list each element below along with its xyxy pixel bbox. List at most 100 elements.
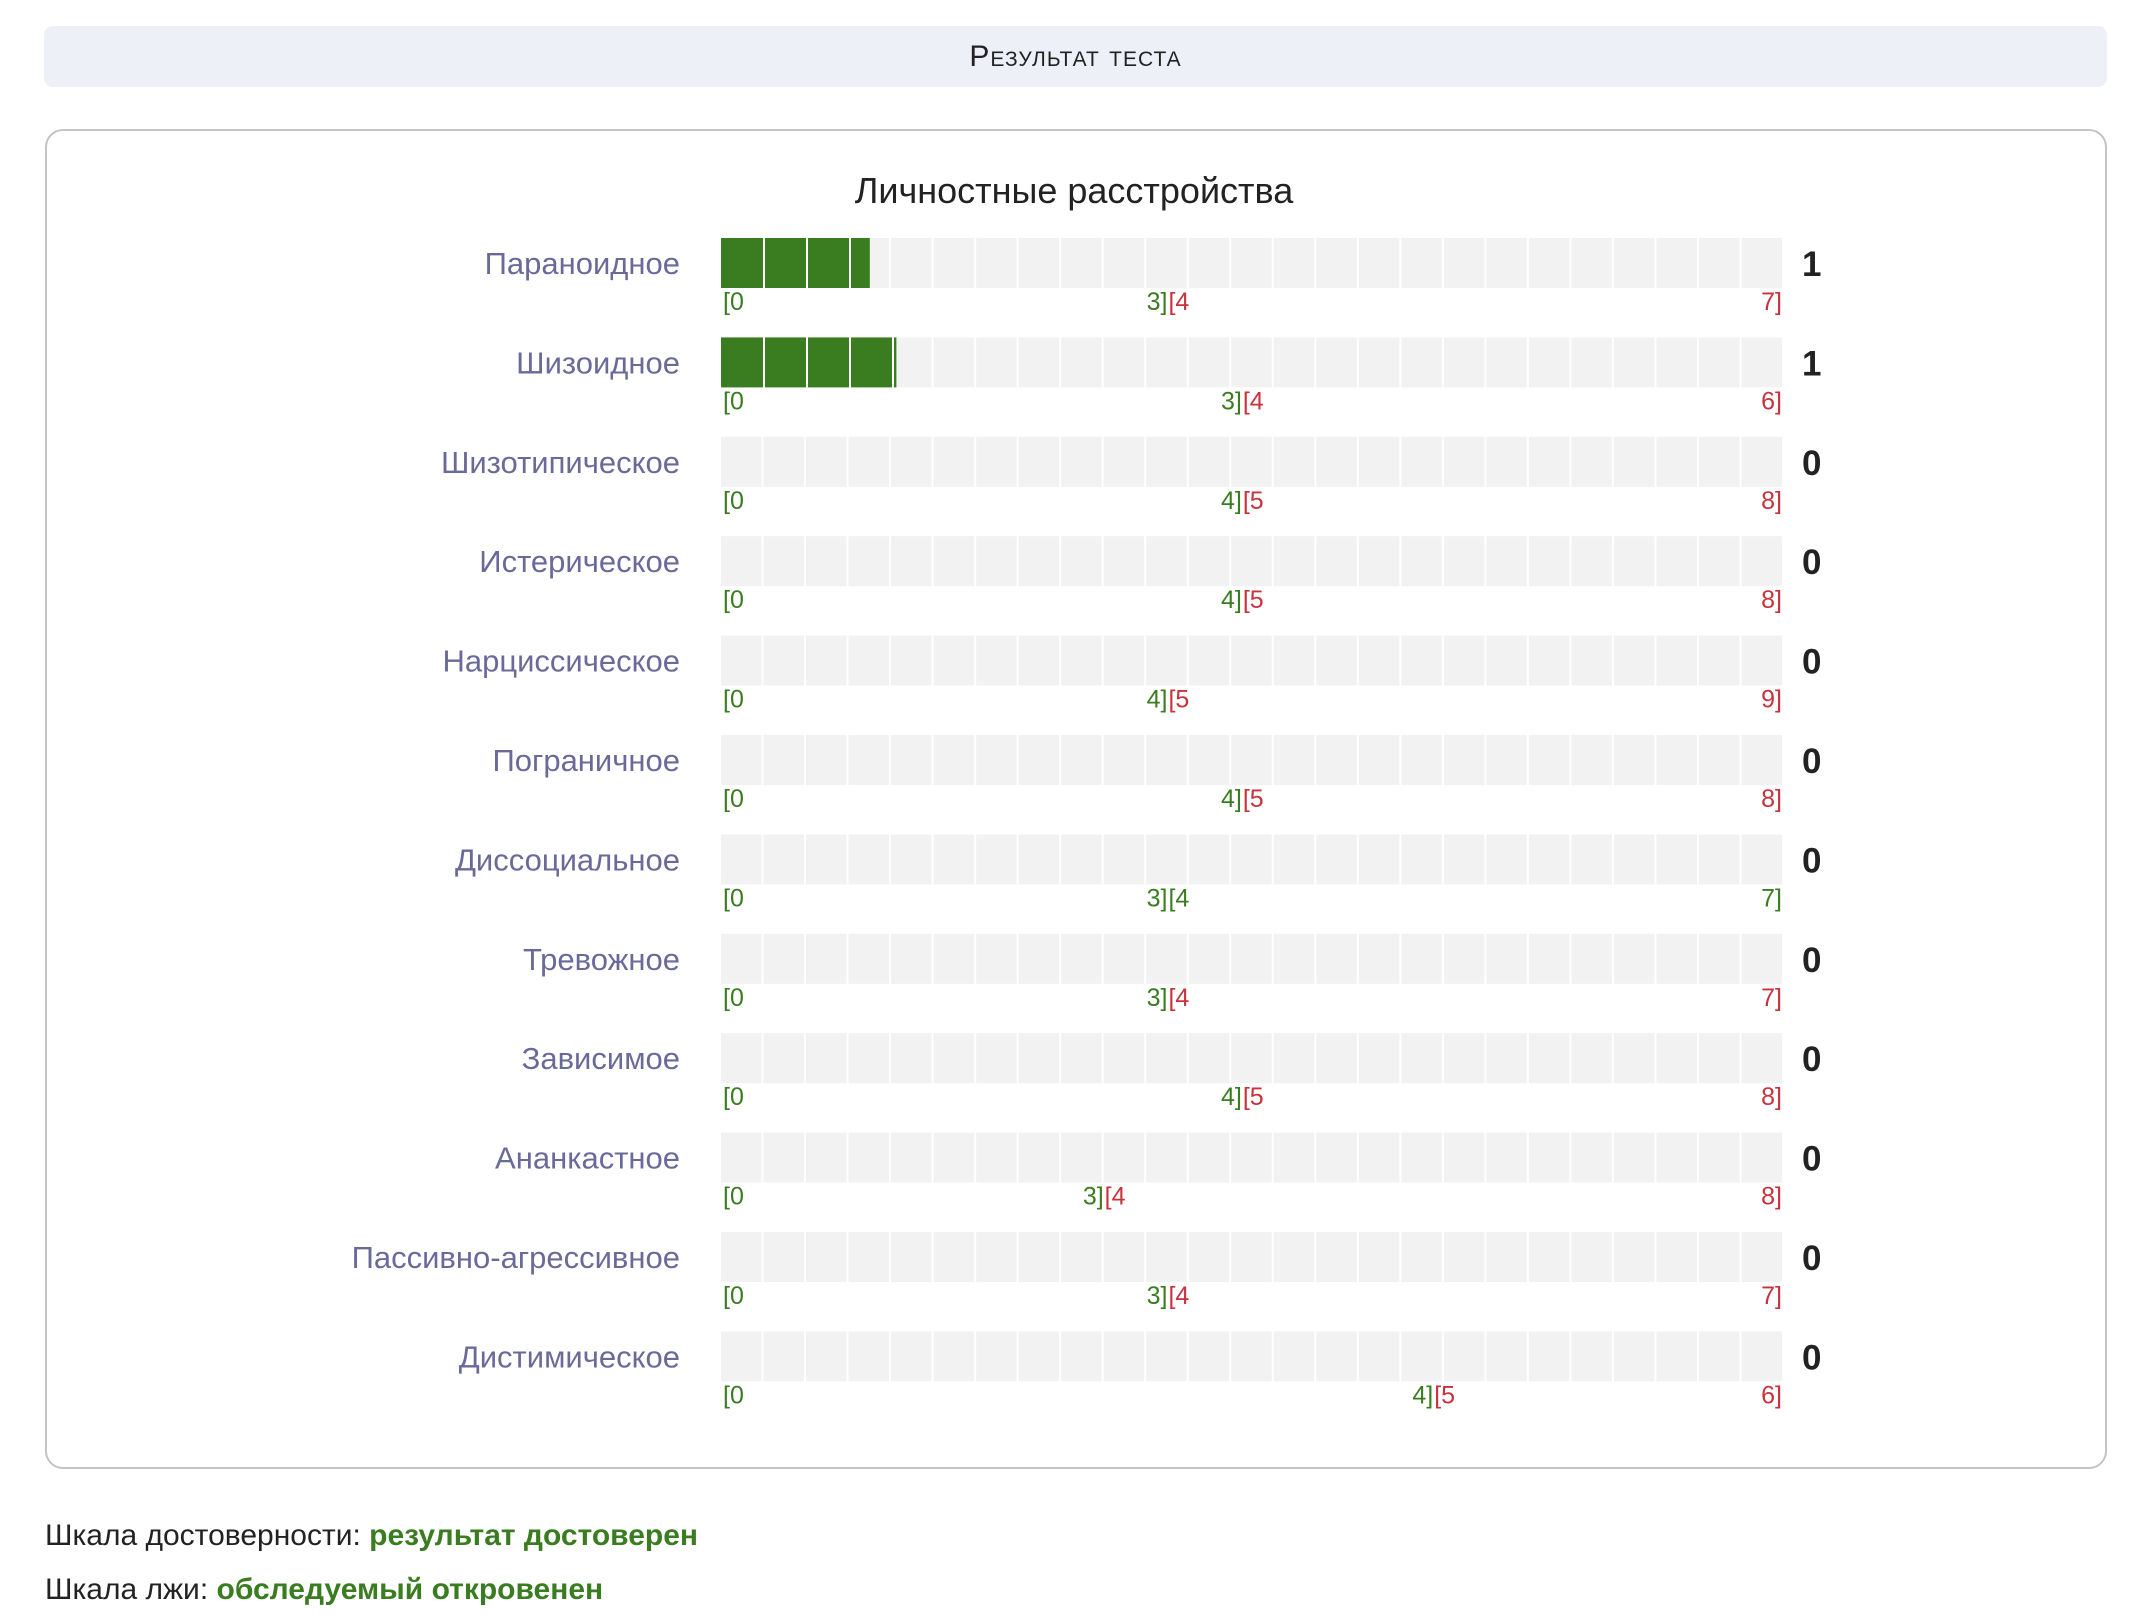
scale-max: 8] xyxy=(1761,785,1782,813)
bar-cell xyxy=(763,635,805,686)
value-label: 0 xyxy=(1802,841,1821,880)
scale-start: [0 xyxy=(723,1381,744,1409)
bar-cell xyxy=(721,834,762,885)
bar-cell xyxy=(1188,436,1230,487)
value-label: 0 xyxy=(1802,1140,1821,1179)
scale-max: 8] xyxy=(1761,1083,1782,1111)
bar-cell xyxy=(933,1132,975,1183)
bar-cell xyxy=(1698,536,1740,587)
reliability-value: результат достоверен xyxy=(369,1519,699,1552)
bar-cell xyxy=(806,1033,847,1084)
scale-max: 7] xyxy=(1761,288,1782,316)
bar-cell xyxy=(1656,1132,1697,1183)
bar-cell xyxy=(891,337,932,388)
bar-cell xyxy=(1358,238,1400,288)
bar-cell xyxy=(1443,436,1485,487)
bar-cell xyxy=(1358,436,1400,487)
bar-cell xyxy=(1486,933,1527,984)
scale-elevated-start: [5 xyxy=(1243,1083,1264,1111)
bar-cell xyxy=(891,536,932,587)
bar-cell xyxy=(1231,1033,1272,1084)
bar-cell xyxy=(1061,1232,1102,1282)
bar-cell xyxy=(1401,1132,1442,1183)
bar-cell xyxy=(1698,834,1740,885)
bar-cell xyxy=(1061,1331,1102,1382)
bar-cell xyxy=(721,1331,762,1382)
bar-cell xyxy=(1698,238,1740,288)
bar-cell xyxy=(1103,1232,1145,1282)
bar-cell xyxy=(1401,436,1442,487)
bar-cell xyxy=(1103,436,1145,487)
bar-cell xyxy=(933,635,975,686)
bar-cell xyxy=(1061,834,1102,885)
bar-cell xyxy=(1146,1331,1187,1382)
bar-cell xyxy=(1273,436,1315,487)
bar-cell xyxy=(1698,1033,1740,1084)
bar-cell xyxy=(1231,834,1272,885)
scale-max: 8] xyxy=(1761,586,1782,614)
bar-cell xyxy=(1443,1232,1485,1282)
bar-cell xyxy=(1528,1033,1570,1084)
bar-cell xyxy=(763,1033,805,1084)
bar-cell xyxy=(1571,1033,1612,1084)
bar-cell xyxy=(1613,1232,1655,1282)
bar-cell xyxy=(1741,238,1782,288)
bar-cell xyxy=(1273,1232,1315,1282)
bar-cell xyxy=(1061,337,1102,388)
bar-cell xyxy=(1571,337,1612,388)
bar-cell xyxy=(1188,933,1230,984)
bar-cell xyxy=(1613,1331,1655,1382)
bar-cell xyxy=(1146,337,1187,388)
bar-cell xyxy=(891,933,932,984)
bar-cell xyxy=(848,635,890,686)
bar-cell xyxy=(1571,436,1612,487)
value-label: 0 xyxy=(1802,1239,1821,1278)
bar-cell xyxy=(1061,735,1102,785)
bar-cell xyxy=(1316,1132,1357,1183)
bar-cell xyxy=(848,735,890,785)
scale-max: 6] xyxy=(1761,387,1782,415)
bar-cell xyxy=(891,1033,932,1084)
scale-elevated-start: [4 xyxy=(1168,884,1189,912)
bar-cell xyxy=(1698,337,1740,388)
chart-title: Личностные расстройства xyxy=(854,170,1294,211)
bar-cell xyxy=(806,933,847,984)
bar-cell xyxy=(1018,1132,1060,1183)
scale-normal-end: 3] xyxy=(1147,984,1168,1012)
bar-cell xyxy=(1061,536,1102,587)
bar-cell xyxy=(1358,834,1400,885)
bar-cell xyxy=(1316,1232,1357,1282)
bar-cell xyxy=(1103,536,1145,587)
bar-cell xyxy=(1146,933,1187,984)
value-label: 0 xyxy=(1802,941,1821,980)
bar-cell xyxy=(1741,1331,1782,1382)
category-label: Пассивно-агрессивное xyxy=(352,1240,680,1275)
bar-cell xyxy=(806,1331,847,1382)
bar-cell xyxy=(806,635,847,686)
bar-cell xyxy=(1571,1132,1612,1183)
bar-cell xyxy=(1358,933,1400,984)
bar-cell xyxy=(1401,1033,1442,1084)
bar-cell xyxy=(891,436,932,487)
bar-cell xyxy=(806,834,847,885)
bar-cell xyxy=(721,1033,762,1084)
result-header: Результат теста xyxy=(44,26,2107,87)
scale-normal-end: 4] xyxy=(1221,1083,1242,1111)
bar-cell xyxy=(976,1232,1017,1282)
bar-cell xyxy=(1741,1132,1782,1183)
scale-max: 8] xyxy=(1761,1183,1782,1211)
scale-elevated-start: [4 xyxy=(1168,984,1189,1012)
bar-cell xyxy=(1188,735,1230,785)
scale-elevated-start: [5 xyxy=(1243,586,1264,614)
bar-cell xyxy=(1358,337,1400,388)
bar-cell xyxy=(1528,1132,1570,1183)
bar-cell xyxy=(1613,834,1655,885)
bar-cell xyxy=(1486,238,1527,288)
bar-cell xyxy=(1061,1033,1102,1084)
scale-start: [0 xyxy=(723,1183,744,1211)
scale-max: 7] xyxy=(1761,884,1782,912)
bar-cell xyxy=(763,1132,805,1183)
bar-cell xyxy=(891,735,932,785)
lie-value: обследуемый откровенен xyxy=(216,1573,604,1606)
